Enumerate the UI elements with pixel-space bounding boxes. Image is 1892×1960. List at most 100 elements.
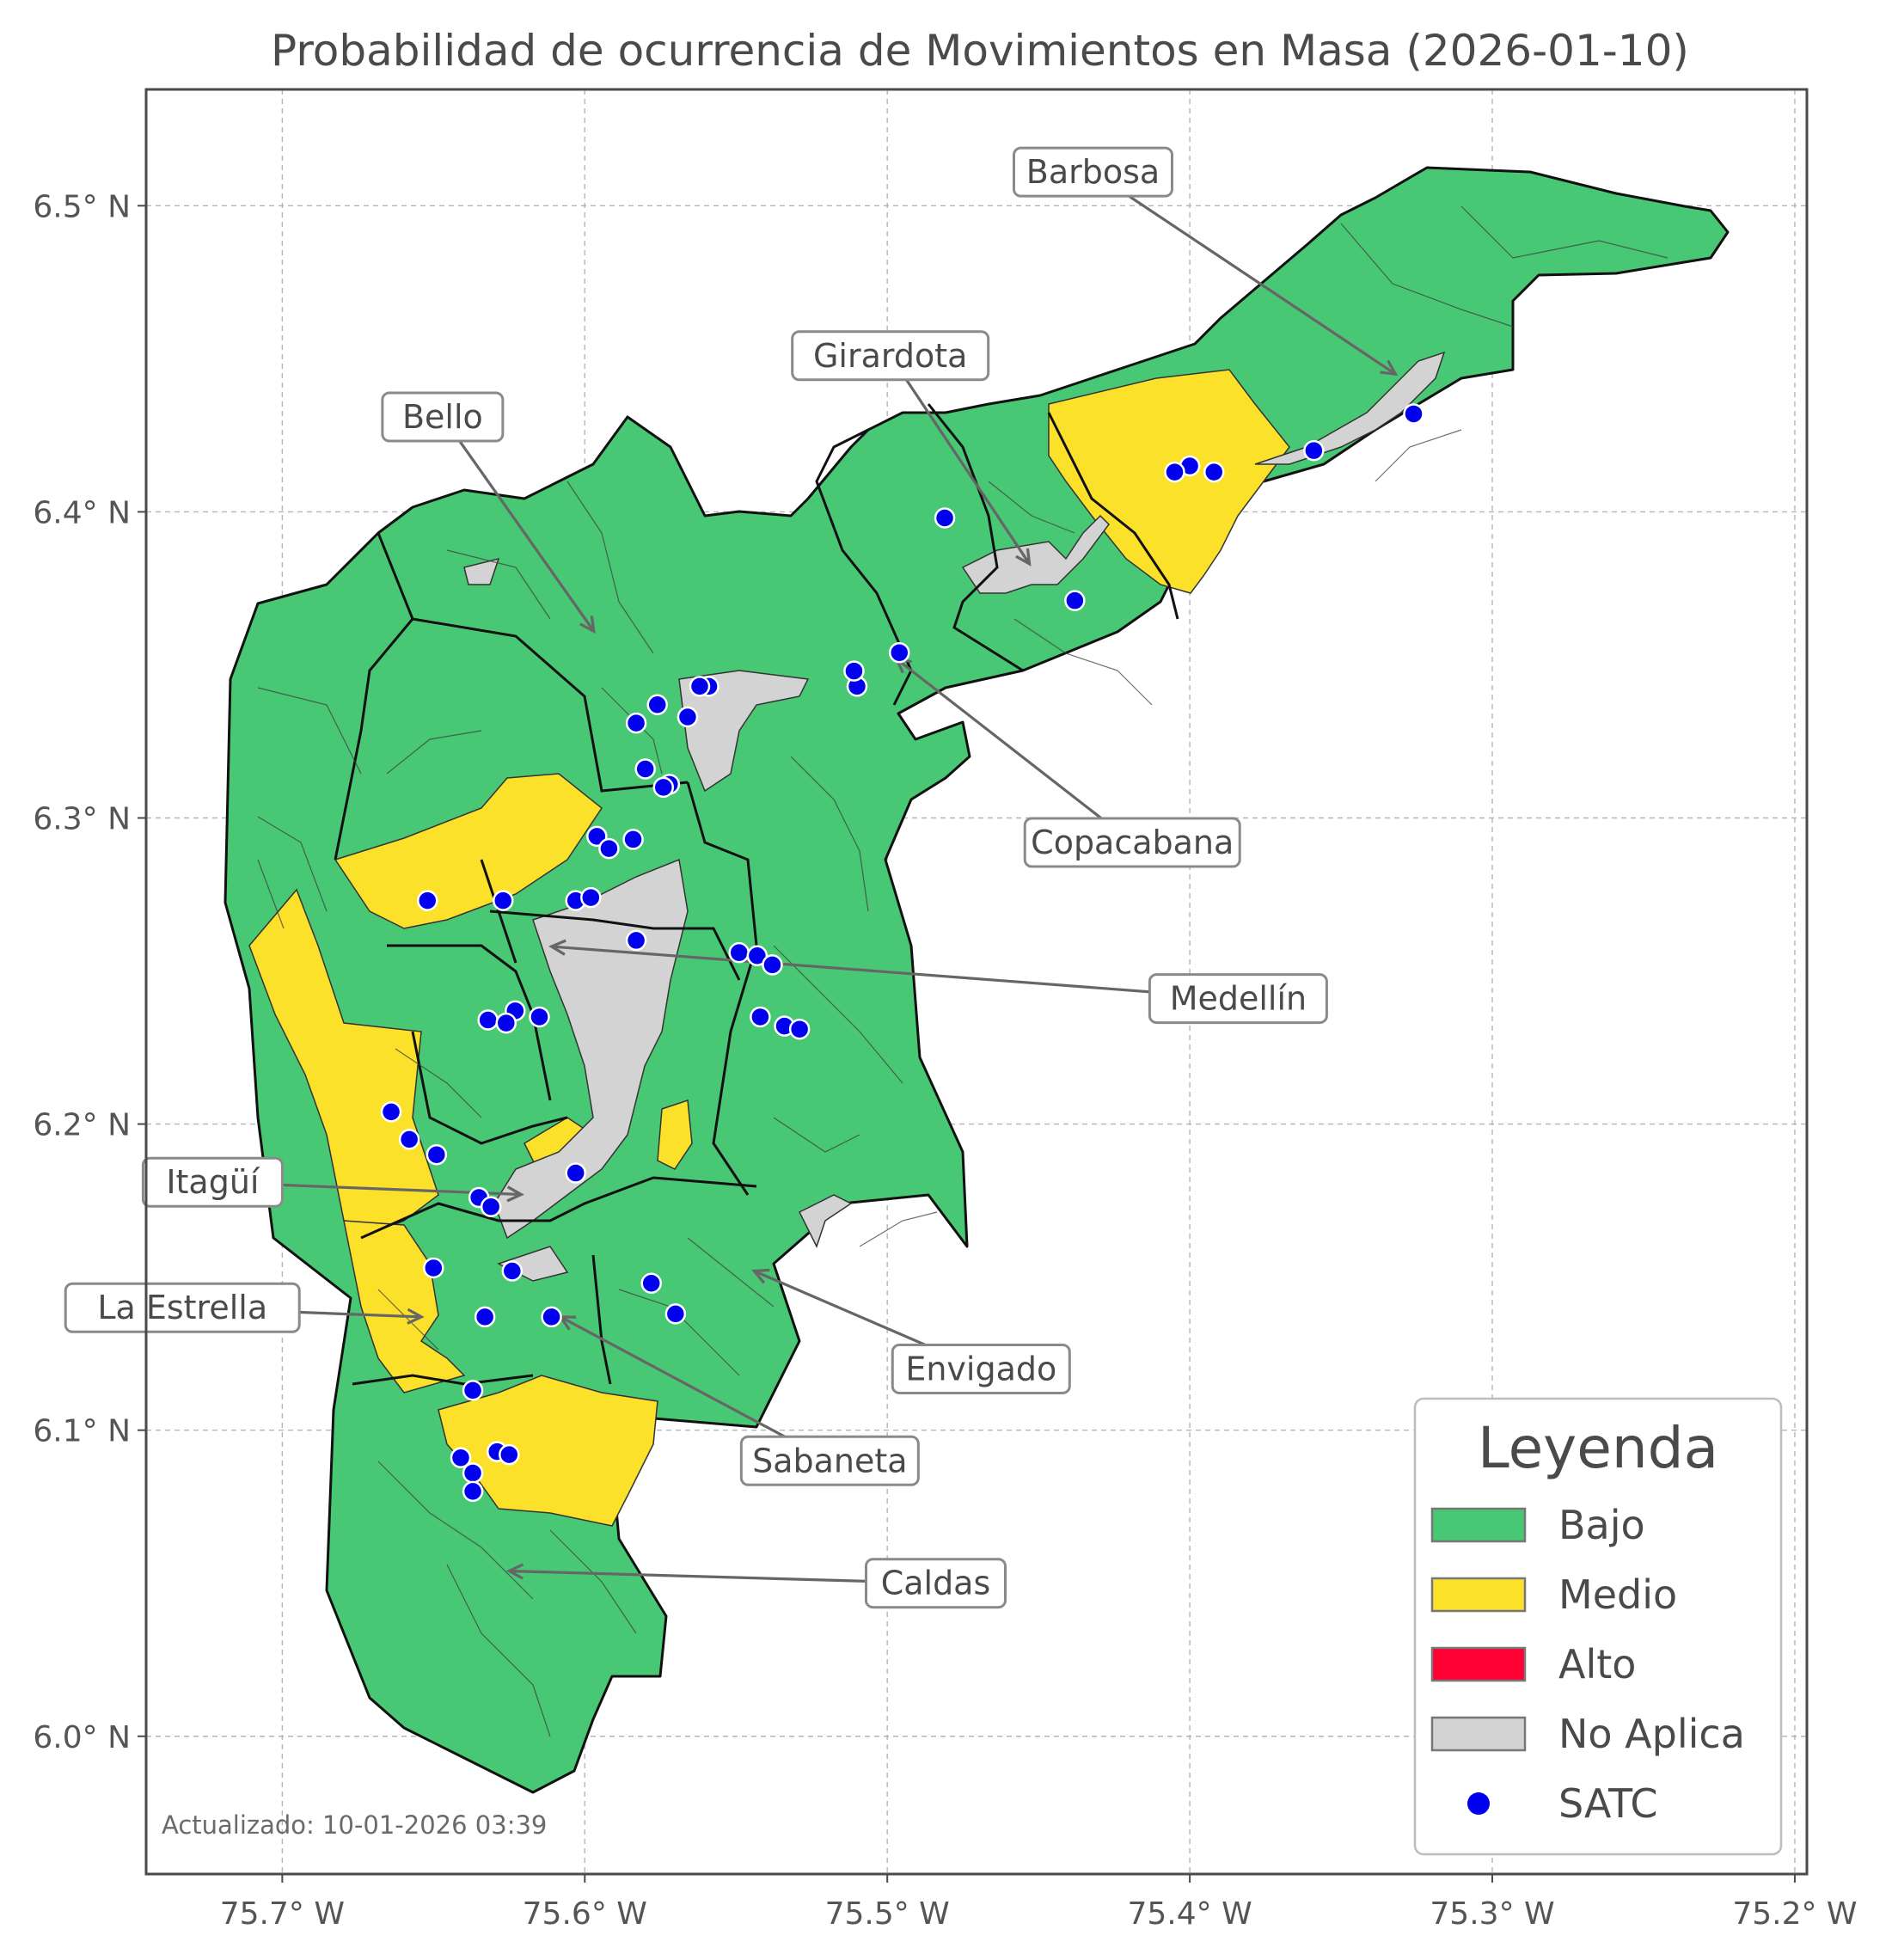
- callout-label: Medellín: [1170, 980, 1307, 1018]
- satc-station-marker: [843, 660, 865, 682]
- callout-label: Barbosa: [1026, 153, 1160, 191]
- callout-box: [891, 1343, 1071, 1394]
- satc-station-marker: [462, 1462, 484, 1484]
- legend-item-bajo: Bajo: [1430, 1502, 1645, 1548]
- satc-station-marker: [499, 1443, 520, 1466]
- callout-box: [1023, 817, 1241, 868]
- satc-station-marker: [1164, 461, 1185, 483]
- satc-station-marker: [580, 886, 602, 909]
- satc-station-marker: [750, 1006, 771, 1028]
- satc-station-marker: [728, 941, 750, 964]
- satc-station-marker: [565, 1162, 586, 1184]
- callout-label: Sabaneta: [752, 1442, 907, 1479]
- satc-station-marker: [646, 694, 668, 715]
- satc-station-marker: [622, 829, 644, 850]
- satc-station-marker: [625, 929, 647, 952]
- region-noaplica-barbosa: [1254, 351, 1446, 465]
- map-title: Probabilidad de ocurrencia de Movimiento…: [271, 26, 1689, 76]
- satc-station-marker: [598, 837, 620, 860]
- legend-label: Alto: [1558, 1641, 1636, 1687]
- callout-arrowhead: [548, 939, 566, 956]
- callout-girardota: Girardota: [791, 330, 1032, 567]
- callout-box: [64, 1282, 301, 1333]
- satc-stations: [380, 403, 1424, 1503]
- legend: Leyenda Bajo Medio Alto No Aplica SATC: [1413, 1397, 1783, 1856]
- satc-station-marker: [634, 758, 656, 780]
- satc-station-marker: [664, 1303, 687, 1325]
- satc-station-marker: [398, 1129, 420, 1150]
- region-medio-laestrella: [343, 1220, 466, 1393]
- callout-copacabana: Copacabana: [893, 657, 1241, 868]
- callout-box: [791, 330, 990, 382]
- callout-arrow: [551, 945, 1239, 1001]
- legend-label: Bajo: [1558, 1502, 1645, 1548]
- callout-label: Girardota: [813, 337, 967, 375]
- y-tick-label: 6.0° N: [33, 1720, 131, 1755]
- legend-title: Leyenda: [1478, 1415, 1718, 1481]
- region-noaplica-envigado-east: [798, 1194, 853, 1248]
- callout-label: Bello: [402, 398, 483, 436]
- satc-station-marker: [450, 1447, 472, 1468]
- satc-station-marker: [529, 1006, 550, 1028]
- x-tick-label: 75.6° W: [523, 1896, 647, 1932]
- region-noaplica-bello: [678, 670, 810, 793]
- satc-station-marker: [640, 1272, 662, 1294]
- callout-caldas: Caldas: [505, 1558, 1007, 1609]
- callout-box: [1012, 146, 1173, 198]
- y-tick-label: 6.4° N: [33, 495, 131, 530]
- callout-box: [141, 1156, 284, 1208]
- satc-station-marker: [417, 890, 438, 911]
- region-noaplica-girardota: [961, 514, 1110, 594]
- callout-arrow: [889, 354, 1031, 565]
- satc-station-marker: [1403, 403, 1424, 425]
- x-tick-label: 75.3° W: [1430, 1896, 1554, 1932]
- satc-station-marker: [541, 1306, 562, 1328]
- callout-arrow: [1092, 170, 1397, 376]
- legend-items: Bajo Medio Alto No Aplica SATC: [1430, 1502, 1745, 1827]
- callout-arrowhead: [1380, 359, 1399, 377]
- satc-station-marker: [426, 1143, 448, 1166]
- y-tick-label: 6.3° N: [33, 801, 131, 836]
- satc-station-marker: [1064, 590, 1086, 611]
- inner-divisions: [257, 205, 1669, 1737]
- region-noaplica-bello-north: [463, 557, 500, 585]
- updated-timestamp: Actualizado: 10-01-2026 03:39: [162, 1810, 547, 1840]
- legend-dot: [1467, 1792, 1490, 1815]
- callout-label: Copacabana: [1031, 824, 1234, 861]
- y-tick-label: 6.1° N: [33, 1414, 131, 1449]
- satc-station-marker: [380, 1101, 402, 1123]
- plot-frame: [144, 88, 1809, 1876]
- callout-arrowhead: [407, 1308, 425, 1325]
- satc-station-marker: [625, 712, 647, 734]
- callout-arrow: [441, 416, 596, 633]
- region-medio-barbosa: [1048, 369, 1290, 594]
- callout-arrowhead: [505, 1563, 524, 1580]
- satc-station-marker: [677, 706, 699, 728]
- legend-label: SATC: [1558, 1780, 1657, 1827]
- callout-arrow: [895, 658, 1134, 844]
- satc-station-marker: [462, 1380, 484, 1401]
- x-tick-label: 75.2° W: [1732, 1896, 1857, 1932]
- callout-label: Envigado: [905, 1350, 1056, 1387]
- callout-box: [381, 391, 505, 443]
- callout-box: [739, 1435, 920, 1486]
- region-medio-envigado: [657, 1099, 693, 1170]
- callout-box: [1148, 973, 1328, 1025]
- callout-box: [864, 1558, 1007, 1609]
- legend-swatch: [1430, 1646, 1527, 1682]
- satc-station-marker: [788, 1018, 811, 1040]
- satc-station-marker: [480, 1196, 502, 1217]
- callout-itag-: Itagüí: [141, 1156, 524, 1208]
- satc-station-marker: [746, 945, 768, 966]
- region-map: [223, 166, 1730, 1794]
- callout-label: La Estrella: [97, 1289, 267, 1326]
- x-tick-label: 75.4° W: [1127, 1896, 1252, 1932]
- legend-item-medio: Medio: [1430, 1571, 1677, 1618]
- callout-label: Caldas: [881, 1565, 991, 1602]
- legend-label: Medio: [1558, 1571, 1677, 1618]
- satc-station-marker: [493, 890, 514, 911]
- x-tick-label: 75.5° W: [825, 1896, 950, 1932]
- satc-station-marker: [762, 954, 783, 976]
- municipality-callouts: Barbosa Girardota Bello Copacabana Medellín I…: [64, 146, 1399, 1609]
